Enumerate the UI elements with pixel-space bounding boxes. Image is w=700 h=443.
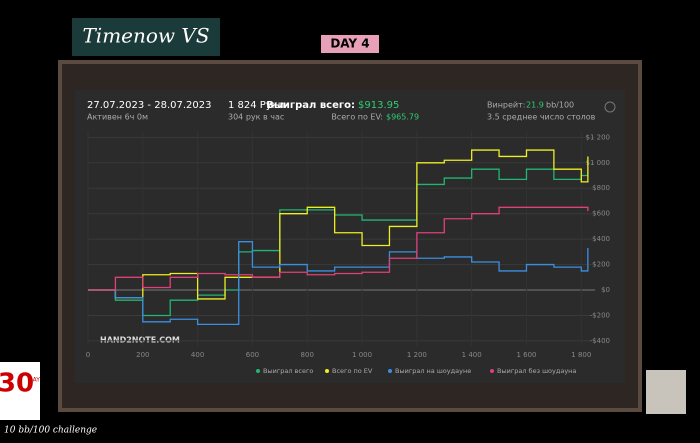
challenge: 10 bb/100 challenge (4, 426, 97, 436)
y-tick-label: $800 (592, 184, 610, 192)
winrate-unit: bb/100 (546, 101, 574, 110)
legend-label: Всего по EV (332, 367, 373, 375)
watermark: HAND2NOTE.COM (100, 336, 180, 345)
x-tick-label: 1 400 (462, 351, 482, 359)
legend-marker (325, 369, 329, 373)
legend-label: Выиграл без шоудауна (497, 367, 576, 375)
legend-marker (490, 369, 494, 373)
panel (75, 90, 625, 383)
day-label: DAY 4 (330, 37, 369, 51)
active-time: Активен 6ч 0м (87, 113, 148, 122)
ev-value: $965.79 (386, 113, 419, 122)
won-value: $913.95 (358, 100, 399, 111)
series-line (88, 241, 589, 326)
tables: 3.5 среднее число столов (487, 113, 596, 122)
avatar (646, 370, 686, 414)
x-tick-label: 1 600 (516, 351, 536, 359)
x-tick-label: 1 800 (571, 351, 591, 359)
title-box (72, 18, 220, 56)
hands-per-hour: 304 рук в час (228, 113, 284, 122)
series-line (88, 206, 589, 291)
ev-label: Всего по EV: (331, 113, 383, 122)
y-tick-label: $600 (592, 210, 610, 218)
y-tick-label: -$200 (590, 311, 610, 319)
y-tick-label: $200 (592, 261, 610, 269)
y-tick-label: $0 (601, 286, 610, 294)
won-label: Выиграл всего: (266, 100, 355, 111)
badge-box (0, 362, 40, 420)
hands: 1 824 Руки (228, 100, 284, 111)
winrate-value: 21.9 (526, 101, 544, 110)
x-tick-label: 600 (246, 351, 259, 359)
x-tick-label: 200 (136, 351, 149, 359)
y-tick-label: $1 000 (586, 159, 611, 167)
x-tick-label: 1 200 (407, 351, 427, 359)
badge-number: 30 (0, 369, 34, 399)
y-tick-label: $1 200 (586, 133, 611, 141)
stream-title: Timenow VS (82, 24, 209, 48)
series-line (88, 149, 589, 300)
legend-label: Выиграл на шоудауне (395, 367, 471, 375)
date-range: 27.07.2023 - 28.07.2023 (87, 100, 211, 111)
y-tick-label: $400 (592, 235, 610, 243)
x-tick-label: 0 (86, 351, 90, 359)
legend-marker (388, 369, 392, 373)
badge-word: DAY (28, 377, 40, 384)
plot: $1 200 $1 000 $800 $600 $400 $200 $0 -$200 -$400… (86, 131, 610, 375)
x-tick-label: 800 (301, 351, 314, 359)
x-tick-label: 400 (191, 351, 204, 359)
x-tick-label: 1 000 (352, 351, 372, 359)
legend-marker (256, 369, 260, 373)
y-tick-label: -$400 (590, 337, 610, 345)
day-box (321, 35, 379, 53)
settings-icon[interactable] (604, 101, 616, 113)
winrate-label: Винрейт: (487, 101, 525, 110)
legend-label: Выиграл всего (263, 367, 313, 375)
